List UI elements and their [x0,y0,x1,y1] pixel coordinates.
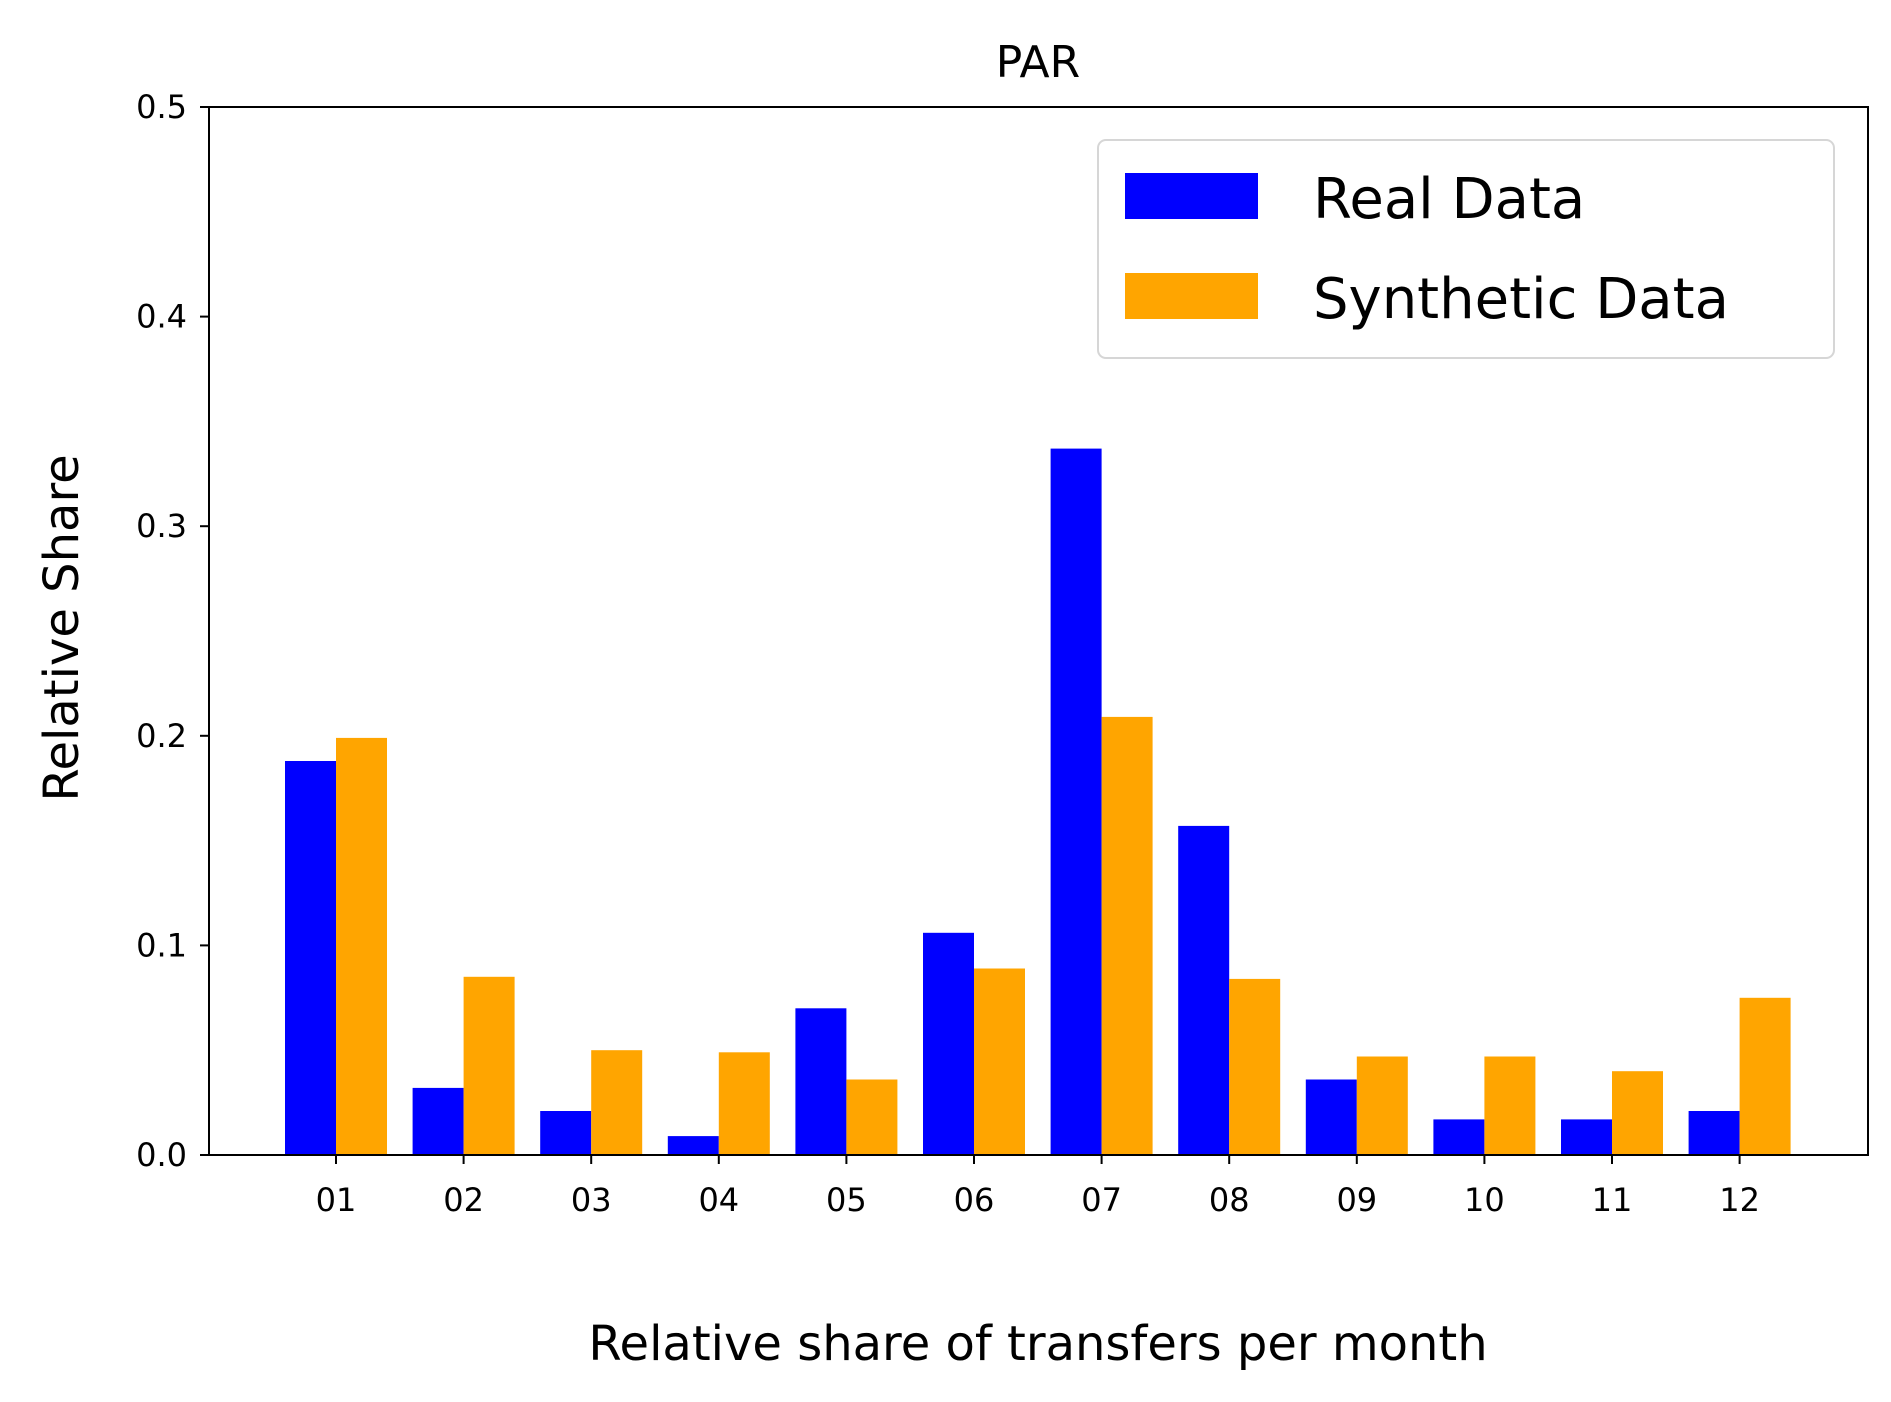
x-axis-ticks: 01 02 03 04 05 06 07 08 09 10 11 12 [316,1155,1760,1219]
legend-box [1097,139,1835,359]
bar-synthetic-data-01 [336,737,387,1155]
x-tick-label: 10 [1464,1181,1505,1219]
legend-label-synthetic-data: Synthetic Data [1313,267,1729,332]
x-tick-label: 11 [1592,1181,1633,1219]
x-tick-label: 03 [571,1181,612,1219]
bar-real-data-08 [1178,825,1230,1155]
bar-synthetic-data-11 [1612,1071,1663,1155]
bar-real-data-03 [540,1111,592,1155]
bar-real-data-11 [1561,1119,1612,1155]
y-tick-label: 0.3 [136,507,187,545]
x-axis-label: Relative share of transfers per month [588,1316,1487,1372]
x-tick-label: 02 [443,1181,484,1219]
bar-real-data-04 [667,1136,719,1155]
y-tick-label: 0.4 [136,298,187,336]
x-tick-label: 01 [316,1181,357,1219]
x-tick-label: 05 [826,1181,867,1219]
bar-synthetic-data-09 [1356,1056,1408,1155]
bar-synthetic-data-04 [718,1052,770,1155]
legend-swatch-real-data [1125,173,1258,219]
x-tick-label: 08 [1209,1181,1250,1219]
y-axis-ticks: 0.0 0.1 0.2 0.3 0.4 0.5 [136,88,209,1174]
bar-synthetic-data-06 [974,968,1025,1155]
legend-swatch-synthetic-data [1125,273,1258,319]
bars-layer [285,448,1791,1156]
x-tick-label: 06 [954,1181,995,1219]
y-tick-label: 0.2 [136,717,187,755]
bar-synthetic-data-12 [1739,997,1791,1155]
legend-label-real-data: Real Data [1313,167,1585,232]
x-tick-label: 12 [1719,1181,1760,1219]
x-tick-label: 04 [698,1181,739,1219]
y-tick-label: 0.1 [136,926,187,964]
x-tick-label: 09 [1336,1181,1377,1219]
y-tick-label: 0.0 [136,1136,187,1174]
bar-synthetic-data-08 [1229,978,1281,1155]
bar-real-data-06 [923,932,974,1155]
y-axis-label: Relative Share [34,454,90,801]
bar-real-data-10 [1433,1119,1485,1155]
bar-real-data-07 [1050,448,1102,1156]
bar-real-data-05 [795,1008,847,1155]
bar-synthetic-data-03 [591,1050,643,1155]
chart-title: PAR [996,37,1080,88]
bar-synthetic-data-10 [1484,1056,1536,1155]
x-tick-label: 07 [1081,1181,1122,1219]
bar-real-data-12 [1688,1111,1740,1155]
bar-real-data-09 [1305,1079,1357,1155]
plot-frame [208,106,1869,1156]
bar-real-data-02 [412,1087,464,1155]
y-tick-label: 0.5 [136,88,187,126]
bar-synthetic-data-07 [1101,716,1153,1155]
bar-synthetic-data-05 [846,1079,898,1155]
legend: Real Data Synthetic Data [1097,139,1835,359]
bar-real-data-01 [285,761,336,1155]
bar-synthetic-data-02 [463,976,515,1155]
